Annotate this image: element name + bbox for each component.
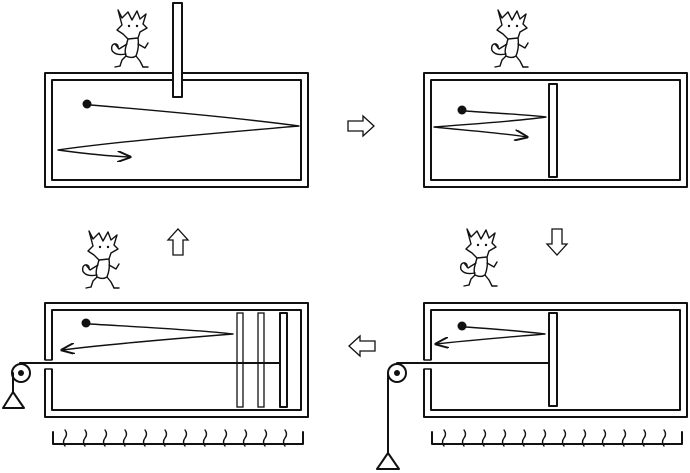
molecule [457, 321, 467, 331]
molecule-trajectory [436, 326, 546, 344]
molecule [82, 99, 92, 109]
demon-figure [490, 9, 529, 68]
piston [548, 312, 558, 407]
molecule [457, 105, 467, 115]
panel-top-right [423, 9, 688, 188]
panel-bottom-right [376, 228, 688, 470]
container-outer-wall [423, 72, 688, 188]
heat-bath [431, 429, 683, 447]
cycle-arrow-down [546, 228, 568, 256]
demon-figure [110, 9, 149, 68]
cycle-arrow-right [347, 115, 375, 137]
cycle-arrow-left [348, 335, 376, 357]
partition-slide [172, 2, 183, 98]
panel-bottom-left [2, 230, 309, 447]
molecule-trajectory [62, 323, 234, 350]
weight-triangle [376, 452, 400, 470]
molecule [81, 318, 91, 328]
container-inner-wall [430, 79, 681, 181]
demon-figure [81, 230, 120, 289]
weight-triangle [2, 391, 25, 409]
piston-ghost-1 [236, 312, 244, 408]
molecule-trajectory [433, 110, 547, 137]
piston [279, 312, 288, 408]
cycle-arrow-up [167, 228, 189, 256]
piston [548, 83, 558, 178]
panel-top-left [44, 2, 309, 188]
demon-figure [459, 228, 498, 287]
heat-bath [52, 429, 304, 447]
piston-ghost-2 [257, 312, 265, 408]
molecule-trajectory [57, 104, 300, 157]
